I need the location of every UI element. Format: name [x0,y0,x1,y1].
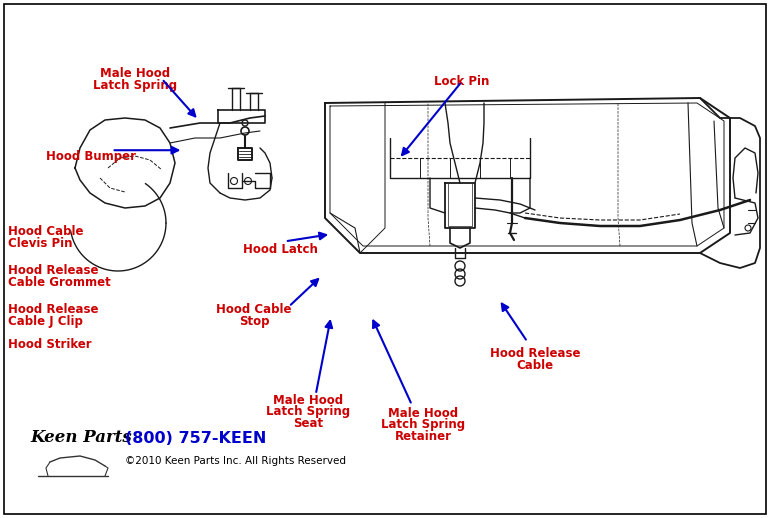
Text: Male Hood: Male Hood [99,67,170,80]
Text: Latch Spring: Latch Spring [92,79,177,92]
Text: Clevis Pin: Clevis Pin [8,237,72,250]
Text: Hood Release: Hood Release [8,264,99,277]
Text: (800) 757-KEEN: (800) 757-KEEN [125,431,266,446]
Text: Hood Bumper: Hood Bumper [46,150,136,163]
Text: Cable Grommet: Cable Grommet [8,276,110,289]
Text: Hood Cable: Hood Cable [8,225,83,238]
Text: Male Hood: Male Hood [273,394,343,407]
Text: Hood Latch: Hood Latch [243,243,317,256]
Text: Male Hood: Male Hood [388,407,459,420]
Text: Stop: Stop [239,315,270,328]
Text: Latch Spring: Latch Spring [381,419,466,431]
Text: Hood Cable: Hood Cable [216,303,292,316]
Text: Hood Release: Hood Release [490,347,581,360]
Text: Seat: Seat [293,417,323,430]
Text: Cable J Clip: Cable J Clip [8,315,82,328]
Text: Hood Release: Hood Release [8,303,99,316]
Text: Latch Spring: Latch Spring [266,406,350,419]
Text: ©2010 Keen Parts Inc. All Rights Reserved: ©2010 Keen Parts Inc. All Rights Reserve… [125,456,346,466]
Text: Retainer: Retainer [395,430,452,443]
Text: Lock Pin: Lock Pin [434,75,490,88]
Text: Cable: Cable [517,359,554,372]
Text: Hood Striker: Hood Striker [8,338,92,351]
Text: Keen Parts: Keen Parts [30,429,132,446]
